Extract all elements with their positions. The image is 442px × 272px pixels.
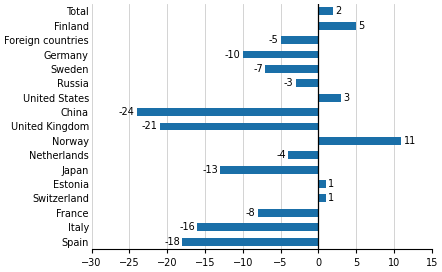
Bar [318, 94, 341, 102]
Bar [288, 151, 318, 159]
Text: -16: -16 [179, 222, 195, 232]
Bar [220, 166, 318, 174]
Text: 11: 11 [404, 136, 416, 146]
Text: -3: -3 [284, 78, 293, 88]
Text: 2: 2 [335, 6, 342, 16]
Text: 5: 5 [358, 21, 365, 31]
Bar [296, 79, 318, 87]
Bar [318, 180, 326, 188]
Text: 1: 1 [328, 193, 334, 203]
Text: 3: 3 [343, 93, 349, 103]
Bar [318, 137, 401, 145]
Text: -13: -13 [202, 165, 218, 175]
Bar [137, 108, 318, 116]
Text: -4: -4 [276, 150, 286, 160]
Bar [281, 36, 318, 44]
Bar [160, 122, 318, 131]
Bar [265, 65, 318, 73]
Text: -7: -7 [253, 64, 263, 74]
Text: 1: 1 [328, 179, 334, 189]
Text: -5: -5 [268, 35, 278, 45]
Text: -24: -24 [119, 107, 135, 117]
Bar [198, 223, 318, 231]
Text: -21: -21 [141, 122, 157, 131]
Bar [318, 7, 333, 15]
Bar [318, 22, 356, 30]
Bar [258, 209, 318, 217]
Text: -18: -18 [164, 237, 180, 247]
Text: -10: -10 [225, 50, 240, 60]
Bar [182, 238, 318, 246]
Bar [243, 51, 318, 58]
Text: -8: -8 [246, 208, 255, 218]
Bar [318, 194, 326, 202]
